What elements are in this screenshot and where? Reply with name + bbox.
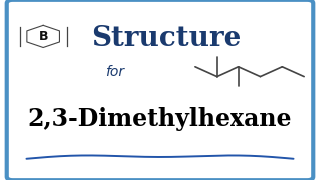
- Text: 2,3-Dimethylhexane: 2,3-Dimethylhexane: [28, 107, 292, 130]
- Text: for: for: [105, 65, 124, 79]
- Text: Structure: Structure: [91, 25, 241, 52]
- FancyBboxPatch shape: [7, 0, 313, 180]
- Text: B: B: [38, 30, 48, 43]
